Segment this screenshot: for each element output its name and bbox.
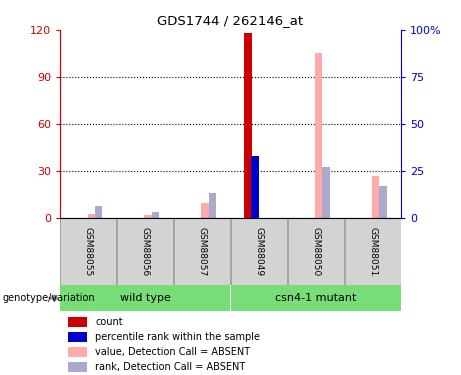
Text: GSM88056: GSM88056 <box>141 226 150 276</box>
Bar <box>322 167 330 218</box>
Bar <box>68 347 88 357</box>
Title: GDS1744 / 262146_at: GDS1744 / 262146_at <box>158 15 303 27</box>
Bar <box>174 217 230 285</box>
Bar <box>288 217 343 285</box>
Bar <box>231 285 401 311</box>
Bar <box>379 186 387 218</box>
Text: csn4-1 mutant: csn4-1 mutant <box>275 293 356 303</box>
Bar <box>152 212 159 217</box>
Bar <box>68 362 88 372</box>
Text: GSM88051: GSM88051 <box>368 226 377 276</box>
Text: GSM88049: GSM88049 <box>254 226 263 276</box>
Bar <box>315 53 322 217</box>
Bar <box>372 176 379 218</box>
Bar <box>60 285 230 311</box>
Bar <box>201 202 209 217</box>
Bar <box>209 193 216 217</box>
Text: GSM88057: GSM88057 <box>198 226 207 276</box>
Text: wild type: wild type <box>120 293 171 303</box>
Text: value, Detection Call = ABSENT: value, Detection Call = ABSENT <box>95 347 250 357</box>
Bar <box>118 217 173 285</box>
Bar <box>95 206 102 218</box>
Bar <box>88 214 95 217</box>
Bar <box>251 156 259 218</box>
Bar <box>231 217 287 285</box>
Bar <box>68 317 88 327</box>
Text: percentile rank within the sample: percentile rank within the sample <box>95 332 260 342</box>
Bar <box>68 332 88 342</box>
Text: GSM88050: GSM88050 <box>311 226 320 276</box>
Bar <box>60 217 116 285</box>
Bar <box>244 33 252 218</box>
Text: rank, Detection Call = ABSENT: rank, Detection Call = ABSENT <box>95 362 245 372</box>
Text: count: count <box>95 317 123 327</box>
Text: GSM88055: GSM88055 <box>84 226 93 276</box>
Bar <box>144 214 152 217</box>
Bar <box>345 217 401 285</box>
Text: genotype/variation: genotype/variation <box>2 293 95 303</box>
